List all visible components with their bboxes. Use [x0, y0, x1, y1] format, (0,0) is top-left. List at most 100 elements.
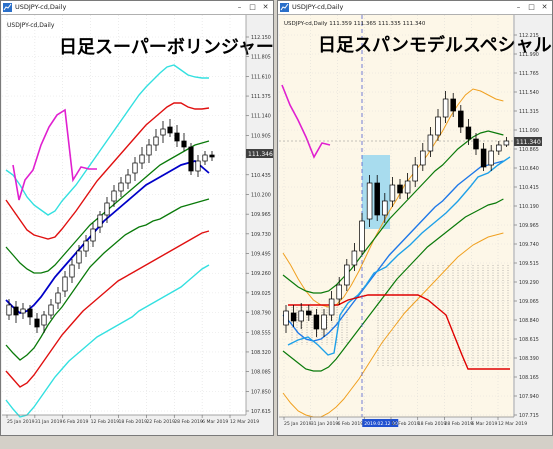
price-tick-label: 109.290 — [519, 280, 539, 286]
candle-body — [34, 318, 40, 328]
candle-body — [125, 174, 131, 184]
candle-body — [146, 144, 152, 156]
price-tick-label: 111.805 — [251, 55, 271, 61]
price-tick-label: 110.435 — [251, 173, 271, 179]
left-price-tag-bg — [246, 149, 273, 158]
candle-body — [412, 164, 418, 182]
span-a-line — [287, 156, 511, 356]
lagging-span-line — [281, 84, 331, 159]
time-tick-label: 12 Feb 2019 — [391, 421, 420, 427]
price-tick-label: 109.965 — [519, 223, 539, 229]
candle-body — [298, 310, 304, 322]
price-tick-label: 109.495 — [251, 252, 271, 258]
left-window-title: USDJPY-cd,Daily — [15, 3, 67, 11]
candle-body — [458, 110, 464, 128]
chart-window-icon — [3, 3, 12, 12]
price-tick-label: 109.740 — [519, 242, 539, 248]
candle-body — [374, 182, 380, 216]
time-tick-label: 12 Mar 2019 — [230, 419, 259, 425]
time-tick-label: 6 Mar 2019 — [471, 421, 497, 427]
candle-body — [313, 314, 320, 330]
candle-body — [328, 298, 335, 316]
candle-body — [306, 310, 312, 316]
close-button[interactable]: ✕ — [262, 3, 269, 11]
bb-lower-inner-line — [5, 198, 210, 361]
time-tick-label: 6 Feb 2019 — [338, 421, 364, 427]
left-chart-canvas[interactable]: USDJPY-cd,Daily 日足スーパーボリンジャー 112.150 111.… — [1, 15, 273, 449]
time-tick-label: 25 Jan 2019 — [7, 419, 35, 425]
right-time-axis: 25 Jan 2019 31 Jan 2019 6 Feb 2019 2019.02.… — [279, 416, 527, 427]
minimize-button[interactable]: – — [516, 3, 521, 11]
minimize-button[interactable]: – — [237, 3, 242, 11]
candle-body — [132, 162, 138, 174]
time-tick-label: 25 Jan 2019 — [284, 421, 312, 427]
candle-body — [104, 202, 110, 216]
candle-body — [160, 128, 166, 136]
price-tick-label: 107.615 — [251, 409, 271, 415]
candle-body — [27, 308, 33, 318]
candle-body — [153, 136, 159, 146]
lower-green-line — [282, 198, 504, 372]
candle-body — [404, 180, 411, 194]
candle-body — [344, 264, 350, 286]
right-price-axis: 112.215 111.990 111.765 111.540 111.315 111.0… — [513, 15, 539, 419]
price-tick-label: 109.025 — [251, 291, 271, 297]
price-tick-label: 108.390 — [519, 356, 539, 362]
left-title-bar[interactable]: USDJPY-cd,Daily – □ ✕ — [1, 1, 273, 15]
left-headline: 日足スーパーボリンジャー — [59, 37, 273, 58]
time-tick-label: 31 Jan 2019 — [311, 421, 339, 427]
price-tick-label: 108.840 — [519, 318, 539, 324]
candle-body — [41, 314, 47, 326]
candle-body — [20, 308, 26, 314]
price-tick-label: 109.260 — [251, 271, 271, 277]
right-price-tag: 111.340 — [516, 139, 541, 146]
price-tick-label: 108.615 — [519, 337, 539, 343]
maximize-button[interactable]: □ — [528, 3, 535, 11]
price-tick-label: 110.905 — [251, 133, 271, 139]
candle-body — [188, 146, 194, 172]
candle-body — [397, 184, 403, 194]
candle-body — [336, 284, 342, 300]
price-tick-label: 107.850 — [251, 389, 271, 395]
price-tick-label: 109.065 — [519, 299, 539, 305]
time-tick-label: 12 Mar 2019 — [498, 421, 527, 427]
price-tick-label: 111.375 — [251, 94, 271, 100]
candle-body — [351, 250, 358, 266]
candle-body — [389, 184, 396, 202]
right-headline: 日足スパンモデルスペシャル — [318, 34, 552, 56]
time-tick-label: 6 Feb 2019 — [63, 419, 89, 425]
close-button[interactable]: ✕ — [541, 3, 548, 11]
price-tick-label: 108.165 — [519, 375, 539, 381]
price-tick-label: 109.965 — [251, 212, 271, 218]
candle-body — [465, 126, 472, 140]
price-tick-label: 110.865 — [519, 147, 539, 153]
right-chart-window[interactable]: USDJPY-cd,Daily – □ ✕ USDJPY-cd,Daily 11… — [277, 0, 553, 436]
left-price-axis: 112.150 111.805 111.610 111.375 111.140 110.9… — [245, 15, 271, 415]
price-tick-label: 108.555 — [251, 330, 271, 336]
time-tick-label: 6 Mar 2019 — [202, 419, 228, 425]
candle-body — [97, 214, 103, 228]
price-tick-label: 111.540 — [519, 90, 539, 96]
price-tick-label: 111.315 — [519, 109, 539, 115]
candle-body — [62, 276, 68, 292]
maximize-button[interactable]: □ — [249, 3, 256, 11]
bb-lower-outer-line — [5, 264, 210, 418]
candle-body — [321, 314, 327, 330]
right-chart-canvas[interactable]: USDJPY-cd,Daily 111.359 111.365 111.335 … — [278, 15, 552, 449]
price-tick-label: 111.090 — [519, 128, 539, 134]
candle-body — [473, 138, 479, 150]
candle-body — [488, 150, 494, 166]
left-plot-area — [2, 15, 246, 415]
left-chart-window[interactable]: USDJPY-cd,Daily – □ ✕ USDJPY-cd,Daily 日足… — [0, 0, 274, 436]
candle-body — [496, 144, 502, 152]
candle-body — [167, 126, 173, 134]
price-tick-label: 111.990 — [519, 52, 539, 58]
candle-body — [139, 154, 145, 164]
left-grid — [2, 15, 246, 415]
right-candles — [283, 91, 510, 337]
right-title-bar[interactable]: USDJPY-cd,Daily – □ ✕ — [278, 1, 552, 15]
candle-body — [202, 154, 208, 162]
left-indicator-lines — [5, 64, 210, 418]
candle-body — [111, 190, 117, 202]
price-tick-label: 110.640 — [519, 166, 539, 172]
